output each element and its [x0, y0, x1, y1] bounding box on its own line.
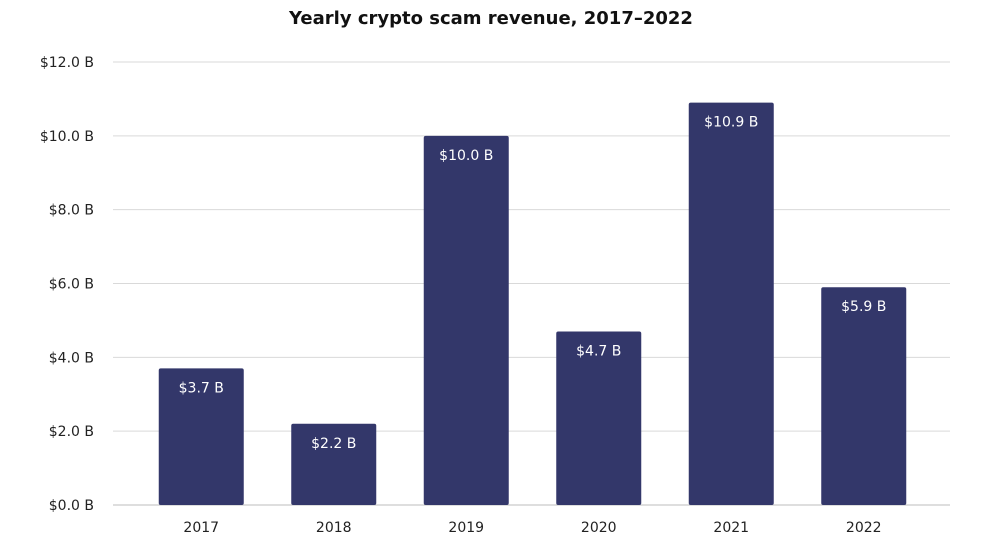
bar-value-label: $4.7 B [576, 343, 621, 359]
x-axis-ticks: 2017 2018 2019 2020 2021 2022 [183, 520, 881, 536]
x-tick-label: 2022 [846, 520, 882, 536]
y-tick-label: $4.0 B [49, 350, 94, 366]
bar [821, 287, 907, 505]
y-tick-label: $8.0 B [49, 203, 94, 219]
bar [556, 331, 642, 505]
bar-value-label: $2.2 B [311, 436, 356, 452]
x-tick-label: 2021 [713, 520, 749, 536]
bar [688, 102, 774, 505]
bar-value-label: $10.9 B [704, 115, 758, 131]
y-tick-label: $2.0 B [49, 424, 94, 440]
bar [291, 423, 377, 505]
y-tick-label: $12.0 B [40, 55, 94, 71]
y-tick-label: $6.0 B [49, 277, 94, 293]
gridlines [113, 61, 950, 506]
x-tick-label: 2019 [448, 520, 484, 536]
bars [158, 102, 907, 506]
x-tick-label: 2018 [316, 520, 352, 536]
y-tick-label: $10.0 B [40, 129, 94, 145]
x-tick-label: 2017 [183, 520, 219, 536]
y-tick-label: $0.0 B [49, 498, 94, 514]
bar [158, 368, 244, 505]
bar-value-labels: $3.7 B $2.2 B $10.0 B $4.7 B $10.9 B $5.9 B [179, 115, 887, 452]
bar-value-label: $3.7 B [179, 380, 224, 396]
x-tick-label: 2020 [581, 520, 617, 536]
y-axis-ticks: $0.0 B $2.0 B $4.0 B $6.0 B $8.0 B $10.0 B $12… [40, 55, 94, 514]
bar [423, 135, 509, 506]
bar-value-label: $5.9 B [841, 299, 886, 315]
bar-value-label: $10.0 B [439, 148, 493, 164]
chart-title: Yearly crypto scam revenue, 2017–2022 [289, 8, 693, 29]
